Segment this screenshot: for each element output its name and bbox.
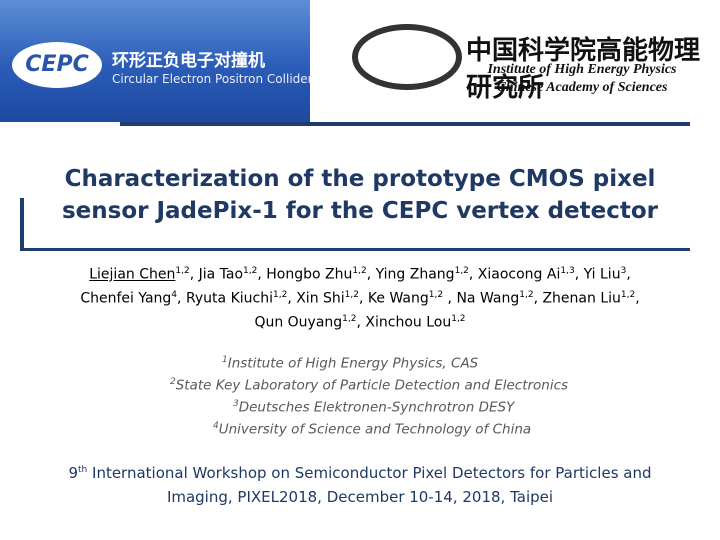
separator: ,: [626, 266, 631, 283]
separator: ,: [443, 290, 457, 307]
affiliation: 2State Key Laboratory of Particle Detect…: [170, 377, 568, 394]
author-affiliation: 1,2: [454, 266, 469, 276]
author-affiliation: 1,2: [344, 290, 359, 300]
separator: ,: [574, 266, 584, 283]
author-affiliation: 1,2: [519, 290, 534, 300]
author-affiliation: 1,2: [620, 290, 636, 300]
author-name: Ryuta Kiuchi: [185, 290, 273, 307]
affiliation-text: State Key Laboratory of Particle Detecti…: [175, 377, 569, 394]
affiliation-number: 3: [233, 399, 239, 409]
conference-text: International Workshop on Semiconductor …: [87, 464, 652, 482]
cepc-english: Circular Electron Positron Collider: [112, 72, 313, 86]
affiliation: 3Deutsches Elektronen-Synchrotron DESY: [233, 399, 514, 416]
affiliation-number: 4: [213, 421, 219, 431]
author-name: Hongbo Zhu: [266, 266, 353, 283]
ordinal-suffix: th: [78, 465, 88, 475]
ordinal: 9: [68, 464, 79, 482]
separator: ,: [359, 290, 368, 307]
author-name: Xin Shi: [296, 290, 345, 307]
separator: ,: [177, 290, 186, 307]
author-affiliation: 1,2: [428, 290, 444, 300]
affiliation-number: 2: [170, 377, 176, 387]
separator: ,: [635, 290, 640, 307]
author-affiliation: 4: [171, 290, 178, 300]
affiliation: 1Institute of High Energy Physics, CAS: [222, 355, 478, 372]
author-line: Chenfei Yang4, Ryuta Kiuchi1,2, Xin Shi1…: [10, 290, 710, 307]
author-affiliation: 3: [620, 266, 627, 276]
separator: ,: [468, 266, 478, 283]
cas-english: Chinese Academy of Sciences: [496, 80, 668, 95]
affiliation-text: Deutsches Elektronen-Synchrotron DESY: [238, 399, 515, 416]
separator: ,: [356, 314, 366, 331]
separator: ,: [257, 266, 267, 283]
author-affiliation: 1,3: [560, 266, 575, 276]
author-name: Yi Liu: [583, 266, 621, 283]
rule: [120, 122, 690, 126]
affiliation-text: University of Science and Technology of …: [218, 421, 532, 438]
affiliation: 4University of Science and Technology of…: [213, 421, 531, 438]
author-name: Qun Ouyang: [254, 314, 343, 331]
author-affiliation: 1,2: [342, 314, 357, 324]
author-name: Ke Wang: [367, 290, 429, 307]
ihep-seal: [352, 24, 462, 90]
title-line: Characterization of the prototype CMOS p…: [64, 166, 656, 192]
cepc-chinese: 环形正负电子对撞机: [112, 51, 265, 71]
affiliation-text: Institute of High Energy Physics, CAS: [227, 355, 479, 372]
author-name: Xinchou Lou: [365, 314, 452, 331]
cepc-logo: CEPC: [12, 42, 102, 88]
author-name: Chenfei Yang: [80, 290, 172, 307]
author-name: Liejian Chen: [89, 266, 176, 283]
author-name: Xiaocong Ai: [477, 266, 561, 283]
ihep-english: Institute of High Energy Physics: [487, 62, 677, 77]
author-name: Ying Zhang: [375, 266, 455, 283]
affiliation-number: 1: [222, 355, 228, 365]
author-line: Liejian Chen1,2, Jia Tao1,2, Hongbo Zhu1…: [10, 266, 710, 283]
author-line: Qun Ouyang1,2, Xinchou Lou1,2: [10, 314, 710, 331]
author-name: Na Wang: [456, 290, 520, 307]
separator: ,: [366, 266, 376, 283]
rule: [20, 198, 24, 250]
author-affiliation: 1,2: [352, 266, 367, 276]
conference-line: 9th International Workshop on Semiconduc…: [10, 464, 710, 482]
separator: ,: [533, 290, 543, 307]
rule: [20, 248, 690, 251]
separator: ,: [287, 290, 297, 307]
title-line: sensor JadePix-1 for the CEPC vertex det…: [61, 198, 659, 224]
separator: ,: [189, 266, 199, 283]
author-affiliation: 1,2: [175, 266, 190, 276]
author-name: Zhenan Liu: [542, 290, 621, 307]
author-affiliation: 1,2: [243, 266, 258, 276]
author-affiliation: 1,2: [272, 290, 288, 300]
author-affiliation: 1,2: [451, 314, 466, 324]
ihep-chinese: 中国科学院高能物理研究所: [466, 36, 701, 103]
conference-line: Imaging, PIXEL2018, December 10-14, 2018…: [166, 488, 554, 506]
author-name: Jia Tao: [198, 266, 244, 283]
